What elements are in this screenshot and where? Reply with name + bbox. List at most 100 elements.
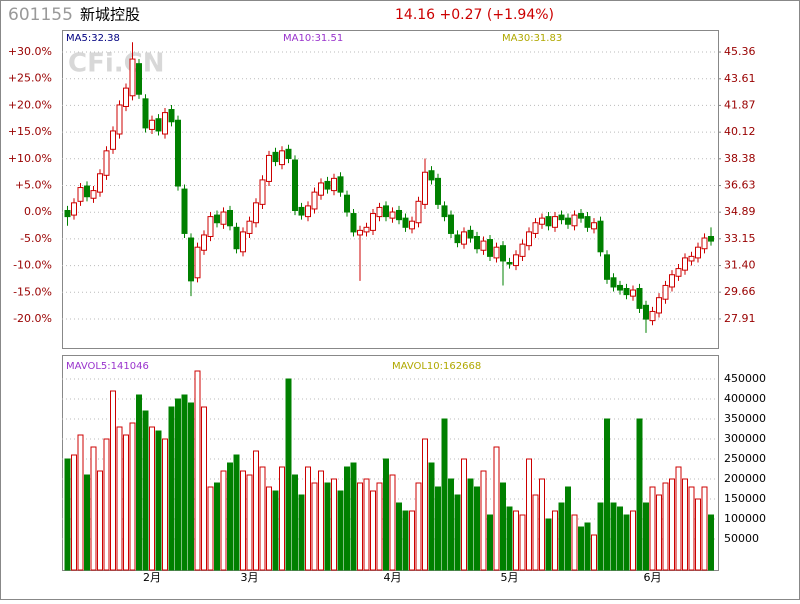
watermark: CFi.CN [68, 49, 164, 79]
volume-bar [337, 490, 344, 571]
candle-body [175, 119, 181, 187]
y2-tick-label: 34.89 [724, 205, 756, 218]
volume-bar [155, 430, 162, 571]
y2-tick-label: 43.61 [724, 72, 756, 85]
y-tick-label: +5.0% [15, 179, 52, 192]
x-tick-label: 2月 [143, 571, 161, 584]
ma-label: MA30:31.83 [502, 33, 562, 44]
candle-body [168, 109, 175, 123]
y-tick-label: 0.0% [24, 205, 52, 218]
candle-body [636, 287, 643, 309]
volume-bar [324, 482, 331, 571]
candle-body [565, 217, 571, 225]
candle-body [201, 234, 207, 251]
volume-bar [701, 486, 708, 571]
volume-bar [435, 486, 441, 571]
candle-body [389, 211, 396, 219]
y2-tick-label: 31.40 [724, 259, 756, 272]
volume-bar [675, 466, 682, 571]
candle-body [545, 216, 552, 227]
candle-body [162, 112, 168, 135]
y-tick-label: +10.0% [8, 152, 52, 165]
volume-bar [116, 426, 123, 571]
candle-body [110, 130, 116, 150]
volume-bar [175, 398, 181, 571]
candle-body [116, 104, 123, 135]
volume-bar [389, 474, 396, 571]
volume-bar [578, 526, 584, 571]
volume-bar [636, 418, 643, 571]
y-tick-label: -15.0% [13, 285, 52, 298]
volume-bar [441, 418, 448, 571]
volume-bar [123, 434, 129, 571]
candle-body [526, 231, 532, 247]
y2-tick-label: 41.87 [724, 98, 756, 111]
volume-bar [448, 478, 454, 571]
volume-bar [617, 506, 623, 571]
y-tick-label: 150000 [724, 492, 766, 505]
candle-body [396, 209, 402, 221]
ma-label: MAVOL10:162668 [392, 361, 481, 372]
volume-bar [344, 466, 350, 571]
volume-bar [266, 486, 272, 571]
y2-tick-label: 38.38 [724, 152, 756, 165]
y-tick-label: 100000 [724, 512, 766, 525]
y2-tick-label: 29.66 [724, 285, 756, 298]
volume-bar [467, 478, 474, 571]
candle-body [318, 182, 324, 196]
volume-bar [285, 378, 292, 571]
y-tick-label: +15.0% [8, 125, 52, 138]
volume-bar [649, 486, 656, 571]
candle-body [539, 217, 545, 225]
candle-body [662, 284, 669, 300]
candle-body [337, 176, 344, 193]
y-tick-label: 250000 [724, 452, 766, 465]
candle-body [675, 268, 682, 277]
candle-body [409, 220, 415, 230]
volume-bar [84, 474, 90, 571]
candle-body [623, 287, 630, 296]
volume-bar [415, 482, 422, 571]
volume-bar [708, 514, 714, 571]
candle-body [207, 216, 214, 237]
candle-body [344, 194, 350, 213]
volume-bar [428, 462, 435, 571]
candle-body [142, 98, 149, 129]
volume-bar [532, 494, 539, 571]
x-tick-label: 6月 [644, 571, 662, 584]
volume-bar [149, 426, 155, 571]
candle-body [461, 231, 467, 245]
volume-bar [71, 454, 77, 571]
candle-body [240, 231, 246, 253]
volume-bar [695, 498, 701, 571]
volume-bar [643, 502, 649, 571]
volume-bar [129, 422, 136, 571]
candle-body [415, 200, 422, 224]
volume-bar [506, 506, 513, 571]
volume-bar [77, 434, 84, 571]
volume-bar [383, 458, 389, 571]
volume-bar [487, 514, 493, 571]
candle-body [402, 217, 409, 228]
volume-bar [292, 474, 298, 571]
candle-body [604, 254, 610, 280]
y2-tick-label: 27.91 [724, 312, 756, 325]
candle-body [669, 274, 675, 288]
candle-body [649, 310, 656, 322]
ma-label: MA5:32.38 [66, 33, 120, 44]
y-tick-label: +20.0% [8, 98, 52, 111]
candle-body [259, 179, 266, 205]
candle-body [643, 304, 649, 320]
candle-body [246, 220, 253, 234]
candle-body [708, 235, 714, 242]
candle-body [493, 246, 500, 259]
candle-body [324, 180, 331, 190]
candle-body [350, 213, 357, 233]
volume-bar [214, 482, 220, 571]
candle-body [194, 246, 201, 279]
candle-body [181, 188, 188, 234]
volume-bar [220, 470, 227, 571]
volume-bar [363, 478, 370, 571]
volume-bar [357, 482, 363, 571]
volume-bar [305, 466, 311, 571]
